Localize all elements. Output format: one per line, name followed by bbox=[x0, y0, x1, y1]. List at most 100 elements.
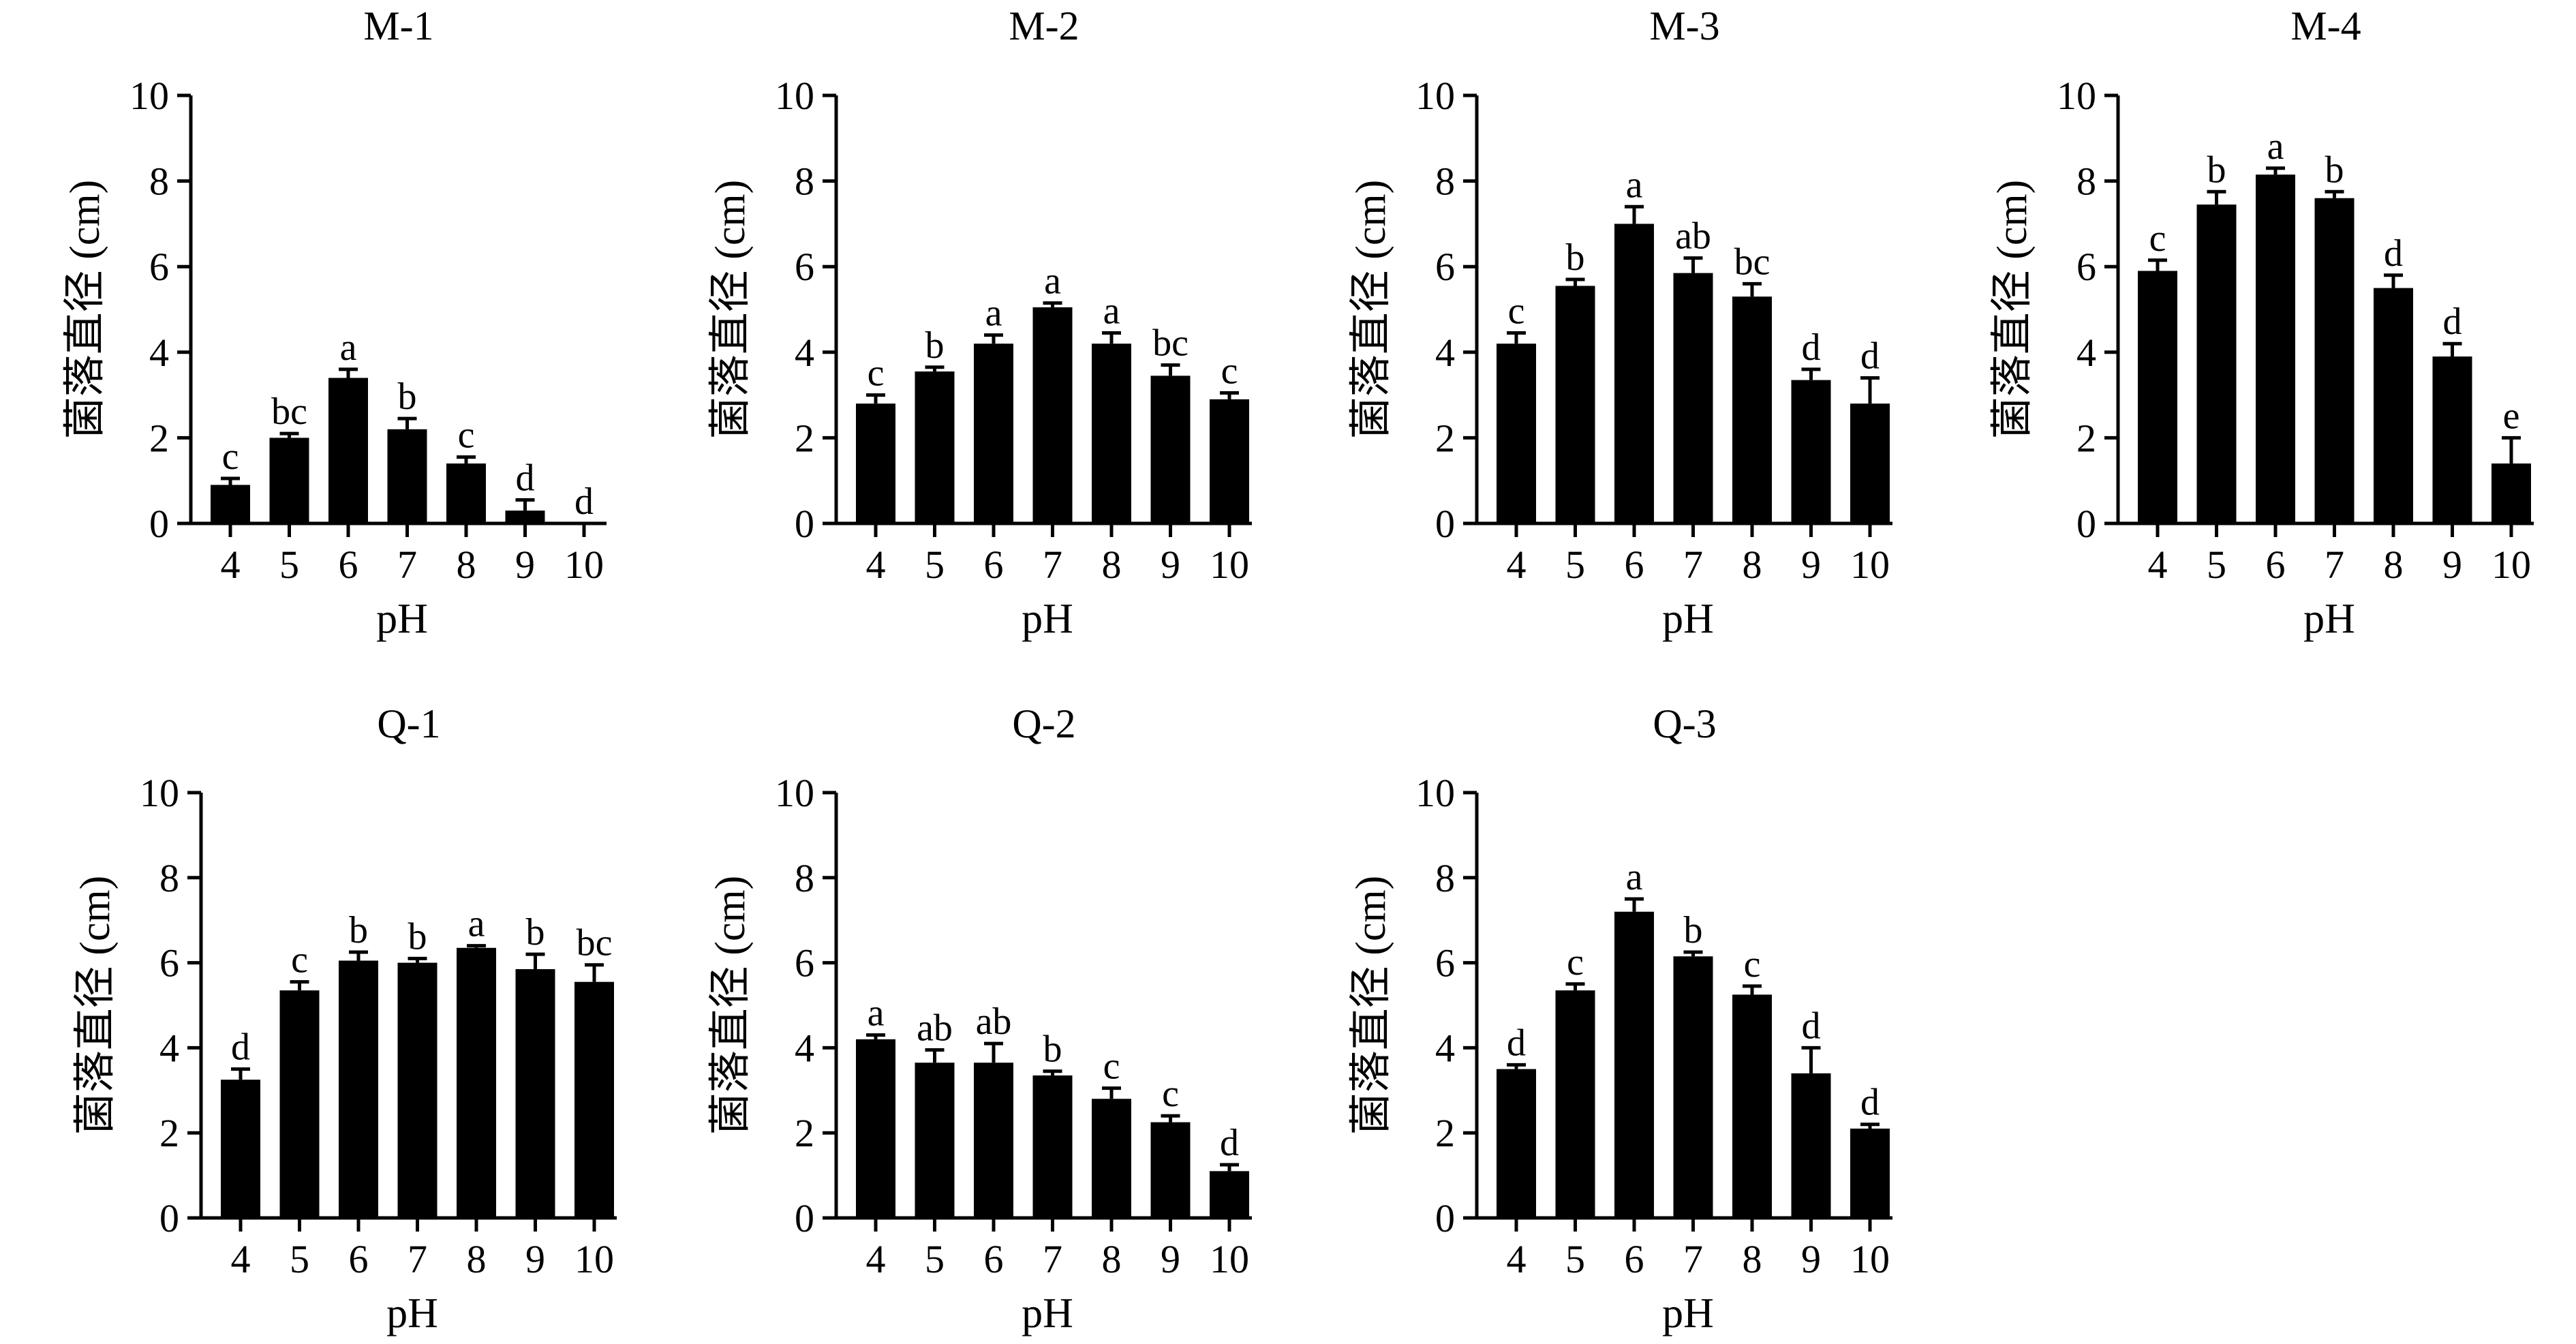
y-tick-label: 8 bbox=[159, 856, 179, 900]
x-tick-label: 8 bbox=[467, 1237, 487, 1281]
y-tick-label: 2 bbox=[795, 416, 814, 460]
y-tick-label: 0 bbox=[2076, 502, 2096, 546]
bar bbox=[1850, 403, 1890, 523]
significance-label: a bbox=[2267, 125, 2284, 168]
significance-label: d bbox=[1860, 1082, 1880, 1124]
x-tick-label: 4 bbox=[2148, 543, 2168, 587]
significance-label: a bbox=[1626, 856, 1643, 898]
x-axis-title: pH bbox=[376, 596, 428, 642]
x-tick-label: 6 bbox=[984, 1237, 1004, 1281]
y-tick-label: 0 bbox=[795, 502, 814, 546]
y-tick-label: 6 bbox=[149, 245, 169, 289]
y-axis-title: 菌落直径 (cm) bbox=[707, 876, 754, 1135]
bar bbox=[2491, 463, 2531, 523]
y-tick-label: 6 bbox=[2076, 245, 2096, 289]
bar bbox=[339, 960, 378, 1218]
significance-label: c bbox=[1744, 943, 1761, 986]
significance-label: c bbox=[1508, 290, 1525, 333]
significance-label: d bbox=[1860, 335, 1880, 377]
significance-label: c bbox=[458, 414, 475, 457]
significance-label: c bbox=[291, 939, 308, 981]
x-tick-label: 8 bbox=[1743, 1237, 1762, 1281]
significance-label: b bbox=[1566, 236, 1585, 279]
panel-q-1: Q-1 0 2 4 6 8 10 菌落直径 (cm) d 4 c 5 b 6 b 7 a 8 b 9 bc 10 pH bbox=[72, 701, 617, 1337]
x-tick-label: 4 bbox=[866, 543, 886, 587]
y-axis-title: 菌落直径 (cm) bbox=[72, 876, 119, 1135]
significance-label: a bbox=[868, 992, 885, 1035]
x-tick-label: 5 bbox=[290, 1237, 309, 1281]
panel-m-4: M-4 0 2 4 6 8 10 菌落直径 (cm) c 4 b 5 a 6 b 7 d 8 d 9 e 10 pH bbox=[1989, 3, 2534, 642]
bar bbox=[387, 429, 427, 523]
y-axis-title: 菌落直径 (cm) bbox=[1348, 876, 1394, 1135]
bar bbox=[1032, 1075, 1073, 1218]
significance-label: bc bbox=[271, 391, 307, 433]
significance-label: ab bbox=[917, 1007, 953, 1050]
x-tick-label: 9 bbox=[1801, 1237, 1821, 1281]
significance-label: d bbox=[1802, 1005, 1821, 1047]
bar bbox=[1732, 994, 1772, 1218]
y-tick-label: 10 bbox=[2057, 74, 2096, 118]
bar bbox=[505, 510, 545, 523]
significance-label: d bbox=[1507, 1022, 1526, 1064]
significance-label: c bbox=[1103, 1045, 1120, 1088]
bar bbox=[1150, 1122, 1191, 1218]
x-tick-label: 7 bbox=[2325, 543, 2344, 587]
bar bbox=[1614, 911, 1654, 1218]
panel-title: M-4 bbox=[2290, 3, 2361, 48]
x-tick-label: 7 bbox=[397, 543, 417, 587]
panel-title: Q-1 bbox=[377, 701, 440, 746]
significance-label: d bbox=[2384, 232, 2403, 275]
x-tick-label: 10 bbox=[1850, 543, 1890, 587]
x-axis-title: pH bbox=[1022, 1290, 1073, 1337]
bar bbox=[2138, 271, 2177, 523]
y-tick-label: 0 bbox=[1435, 1196, 1455, 1240]
bar bbox=[221, 1080, 260, 1218]
significance-label: a bbox=[1103, 290, 1120, 333]
panel-title: Q-2 bbox=[1012, 701, 1075, 746]
x-tick-label: 10 bbox=[1850, 1237, 1890, 1281]
bar bbox=[1791, 380, 1831, 523]
y-tick-label: 8 bbox=[2076, 159, 2096, 204]
x-tick-label: 4 bbox=[1507, 543, 1527, 587]
y-axis-title: 菌落直径 (cm) bbox=[62, 180, 108, 440]
y-tick-label: 4 bbox=[159, 1026, 179, 1070]
x-tick-label: 8 bbox=[1102, 543, 1122, 587]
significance-label: c bbox=[1567, 941, 1584, 983]
significance-label: c bbox=[2149, 217, 2166, 260]
significance-label: a bbox=[468, 903, 485, 945]
x-tick-label: 10 bbox=[1210, 1237, 1249, 1281]
bar bbox=[1673, 273, 1713, 523]
significance-label: a bbox=[1044, 260, 1061, 303]
panel-title: Q-3 bbox=[1653, 701, 1716, 746]
y-tick-label: 6 bbox=[159, 941, 179, 986]
x-tick-label: 7 bbox=[1043, 1237, 1062, 1281]
y-tick-label: 2 bbox=[1435, 416, 1455, 460]
x-tick-label: 9 bbox=[1161, 1237, 1180, 1281]
bar bbox=[1497, 1069, 1536, 1218]
panel-title: M-1 bbox=[363, 3, 433, 48]
bar bbox=[1555, 286, 1595, 523]
bar bbox=[1673, 956, 1713, 1218]
bar bbox=[1850, 1128, 1890, 1218]
x-tick-label: 5 bbox=[279, 543, 299, 587]
significance-label: bc bbox=[1152, 322, 1189, 365]
y-axis-title: 菌落直径 (cm) bbox=[1989, 180, 2036, 440]
y-tick-label: 6 bbox=[795, 941, 814, 986]
bar bbox=[269, 438, 309, 523]
significance-label: b bbox=[1043, 1028, 1062, 1071]
x-tick-label: 10 bbox=[1210, 543, 1249, 587]
significance-label: b bbox=[398, 376, 417, 418]
bar bbox=[1791, 1073, 1831, 1218]
significance-label: a bbox=[985, 292, 1002, 335]
y-tick-label: 2 bbox=[159, 1111, 179, 1155]
x-tick-label: 6 bbox=[349, 1237, 369, 1281]
y-tick-label: 2 bbox=[795, 1111, 814, 1155]
x-axis-title: pH bbox=[386, 1290, 438, 1337]
y-tick-label: 10 bbox=[1415, 771, 1455, 815]
significance-label: b bbox=[1684, 909, 1703, 951]
significance-label: ab bbox=[976, 1001, 1012, 1043]
significance-label: b bbox=[925, 324, 945, 367]
panel-q-2: Q-2 0 2 4 6 8 10 菌落直径 (cm) a 4 ab 5 ab 6 b 7 c 8 c 9 d 10 pH bbox=[707, 701, 1252, 1337]
y-tick-label: 0 bbox=[159, 1196, 179, 1240]
y-tick-label: 10 bbox=[129, 74, 169, 118]
